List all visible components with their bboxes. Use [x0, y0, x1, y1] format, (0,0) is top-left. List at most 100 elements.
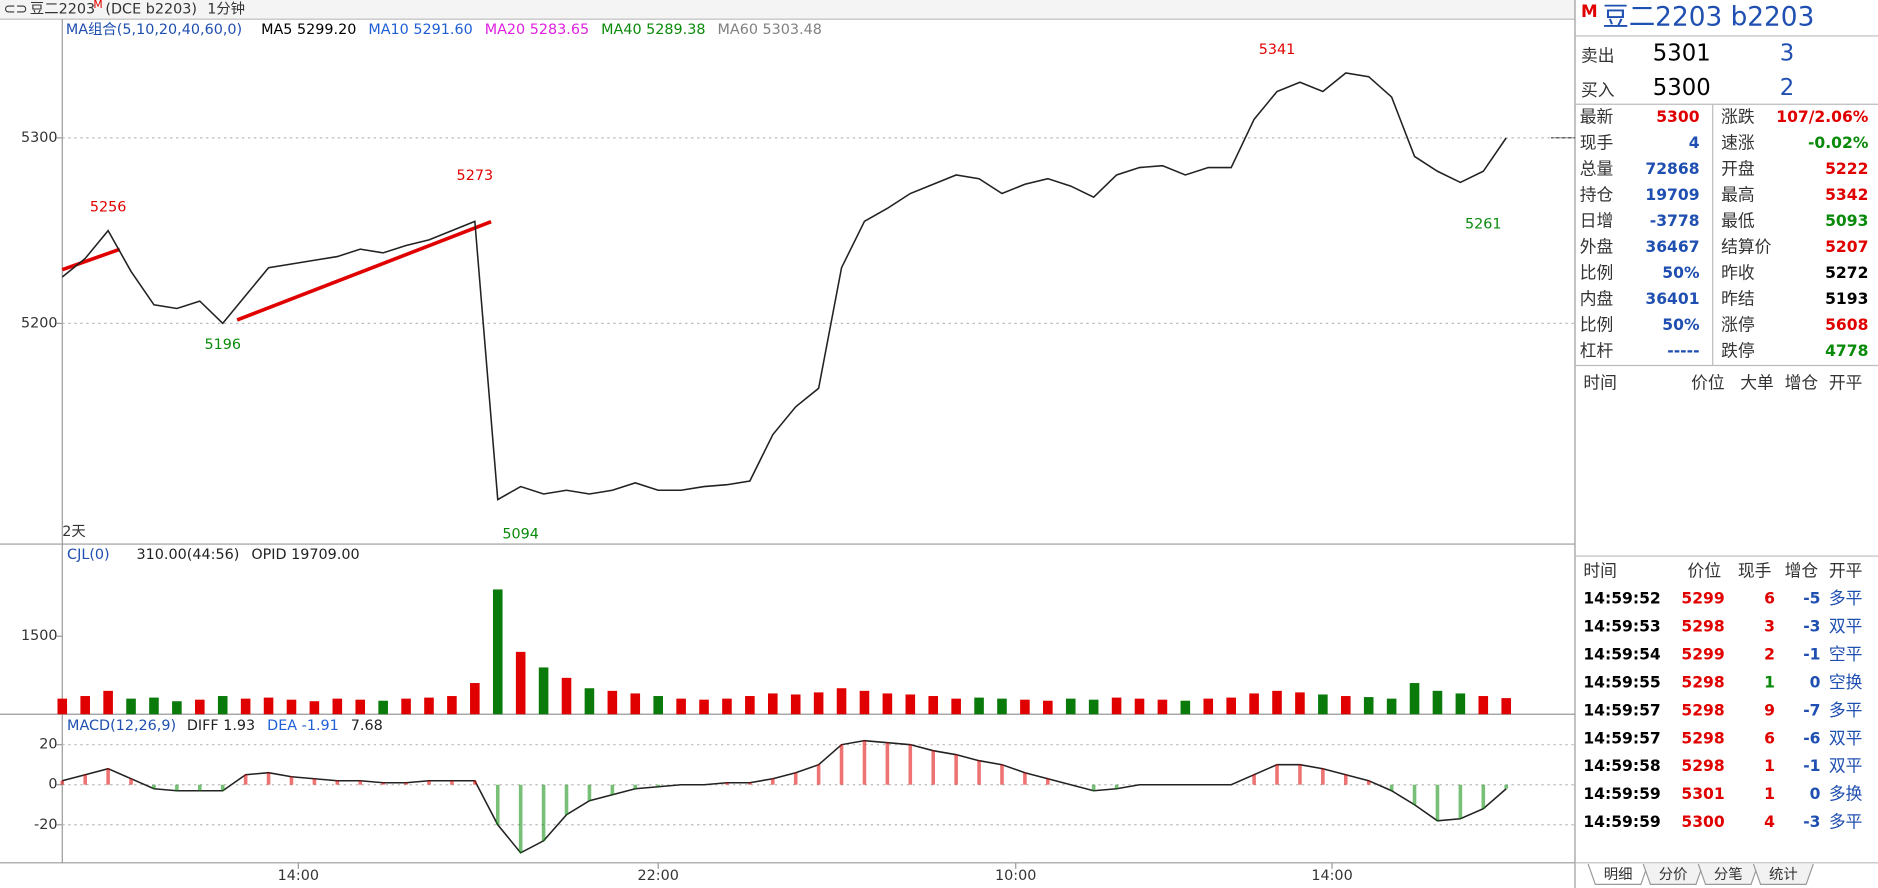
- tab-label[interactable]: 明细: [1604, 866, 1633, 883]
- volume-bar: [722, 698, 732, 715]
- tick-price: 5298: [1681, 757, 1724, 775]
- column-header: 大单: [1740, 372, 1774, 392]
- tick-volume: 1: [1764, 785, 1775, 803]
- tick-kind: 双平: [1829, 756, 1863, 776]
- tick-kind: 多平: [1829, 588, 1863, 608]
- tick-price: 5299: [1681, 646, 1724, 664]
- ma-legend-item: MA10 5291.60: [368, 22, 472, 38]
- panel-title: 豆二2203 b2203: [1603, 2, 1815, 32]
- volume-bar: [1272, 690, 1282, 715]
- tick-price: 5301: [1681, 785, 1724, 803]
- volume-bar: [1088, 699, 1099, 715]
- column-header: 开平: [1829, 561, 1863, 581]
- tick-time: 14:59:53: [1583, 618, 1660, 636]
- tick-price: 5298: [1681, 618, 1724, 636]
- volume-bar: [974, 697, 984, 715]
- y-tick-label: 0: [48, 777, 57, 793]
- order-qty: 2: [1780, 75, 1794, 101]
- quote-label: 内盘: [1580, 288, 1614, 308]
- volume-bar: [1409, 683, 1420, 715]
- column-header: 增仓: [1785, 372, 1819, 392]
- volume-bar: [355, 699, 366, 715]
- tab-label[interactable]: 分价: [1659, 866, 1688, 883]
- link-icon: ⊂⊃: [4, 2, 28, 18]
- volume-bar: [1363, 697, 1374, 715]
- extreme-label: 5341: [1259, 42, 1296, 58]
- volume-bar: [1203, 698, 1214, 715]
- volume-bar: [676, 698, 686, 715]
- quote-label: 结算价: [1721, 236, 1772, 256]
- tick-time: 14:59:57: [1583, 701, 1660, 719]
- tab[interactable]: [1587, 863, 1649, 886]
- volume-bar: [424, 697, 434, 715]
- quote-value: 72868: [1645, 160, 1699, 178]
- x-tick-label: 10:00: [995, 868, 1036, 884]
- quote-value: 5093: [1825, 212, 1868, 230]
- quote-label: 最低: [1721, 210, 1755, 230]
- x-tick-label: 14:00: [278, 868, 319, 884]
- volume-bar: [1043, 700, 1053, 715]
- tick-change: -6: [1803, 729, 1820, 747]
- tick-kind: 双平: [1829, 728, 1863, 748]
- tick-volume: 9: [1764, 701, 1775, 719]
- tick-volume: 3: [1764, 618, 1775, 636]
- pane-legend-name[interactable]: CJL(0): [67, 547, 110, 563]
- quote-label: 日增: [1580, 210, 1614, 230]
- quote-label: 涨跌: [1721, 106, 1755, 126]
- volume-bar: [470, 683, 480, 715]
- quote-label: 速涨: [1721, 132, 1755, 152]
- volume-bar: [1295, 692, 1305, 715]
- ma-legend-name[interactable]: MA组合(5,10,20,40,60,0): [66, 21, 242, 38]
- y-tick-label: 1500: [21, 628, 58, 644]
- volume-bar: [309, 701, 320, 715]
- tick-kind: 多换: [1829, 784, 1863, 804]
- series-line: [61, 72, 1507, 501]
- ma-legend-item: MA60 5303.48: [718, 22, 822, 38]
- volume-bar: [332, 698, 343, 715]
- y-tick-label: 20: [39, 737, 57, 753]
- x-tick-label: 22:00: [638, 868, 679, 884]
- pane-legend-name[interactable]: MACD(12,26,9): [67, 718, 176, 734]
- tab[interactable]: [1697, 863, 1759, 886]
- quote-label: 涨停: [1721, 314, 1755, 334]
- tick-price: 5299: [1681, 590, 1724, 608]
- tick-time: 14:59:59: [1583, 785, 1660, 803]
- pane-legend-item: 310.00(44:56): [137, 547, 240, 563]
- quote-label: 总量: [1580, 158, 1614, 178]
- exchange: (DCE b2203): [105, 2, 197, 18]
- volume-bar: [699, 699, 709, 715]
- period-selector[interactable]: 1分钟: [207, 1, 245, 18]
- order-price: 5300: [1653, 75, 1711, 101]
- volume-bar: [1111, 697, 1122, 715]
- pane-legend-item: DIFF 1.93: [187, 718, 255, 734]
- days-label: 2天: [62, 524, 85, 540]
- volume-bar: [561, 677, 572, 715]
- volume-bar: [653, 696, 663, 715]
- y-tick-label: -20: [34, 817, 57, 833]
- tick-time: 14:59:59: [1583, 813, 1660, 831]
- tick-time: 14:59:55: [1583, 673, 1660, 691]
- volume-bar: [1455, 693, 1466, 715]
- volume-bar: [1249, 693, 1259, 715]
- tick-change: -3: [1803, 618, 1820, 636]
- quote-value: -0.02%: [1808, 134, 1869, 152]
- tab[interactable]: [1752, 863, 1814, 886]
- pane-legend-item: DEA -1.91: [267, 718, 339, 734]
- quote-label: 外盘: [1580, 236, 1614, 256]
- volume-bar: [1340, 696, 1351, 715]
- volume-bar: [1065, 698, 1076, 715]
- quote-label: 最高: [1721, 184, 1755, 204]
- quote-value: 5272: [1825, 264, 1868, 282]
- volume-bar: [745, 696, 755, 715]
- trend-line: [236, 220, 492, 322]
- quote-value: 36467: [1645, 238, 1699, 256]
- tab-label[interactable]: 统计: [1769, 866, 1798, 883]
- tab-label[interactable]: 分笔: [1714, 866, 1743, 883]
- tick-volume: 4: [1764, 813, 1775, 831]
- quote-label: 比例: [1580, 314, 1614, 334]
- quote-value: -----: [1667, 342, 1699, 360]
- tick-kind: 双平: [1829, 616, 1863, 636]
- tab[interactable]: [1642, 863, 1704, 886]
- tick-kind: 多平: [1829, 812, 1863, 832]
